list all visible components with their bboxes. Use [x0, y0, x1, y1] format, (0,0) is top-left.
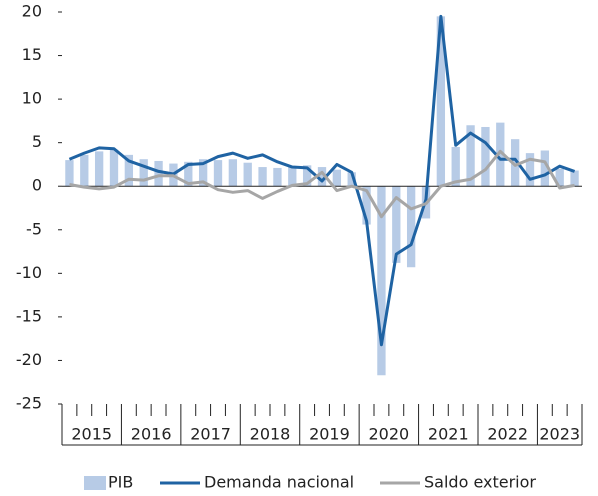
legend-label: PIB [108, 473, 133, 492]
bar [555, 168, 564, 187]
bar [80, 154, 89, 187]
y-tick-label: -20 [16, 350, 42, 369]
bar [377, 186, 386, 376]
bar [436, 16, 446, 187]
bar [198, 159, 208, 187]
bar [570, 170, 579, 187]
legend-swatch [84, 476, 106, 490]
bar [273, 167, 282, 187]
bar [184, 161, 193, 187]
bar [406, 186, 416, 268]
bar [213, 160, 223, 187]
legend-label: Demanda nacional [204, 473, 354, 492]
bar [481, 126, 490, 187]
bar [65, 160, 74, 187]
y-tick-label: -25 [16, 394, 42, 413]
y-tick-label: -15 [16, 306, 42, 325]
y-tick-label: 10 [22, 89, 42, 108]
bar [154, 160, 163, 187]
line [69, 149, 575, 219]
bar [510, 139, 520, 187]
bar [451, 147, 460, 187]
x-group-label: 2018 [250, 425, 291, 444]
x-group-label: 2015 [71, 425, 112, 444]
bar [317, 167, 327, 187]
bar [540, 150, 550, 187]
y-tick-label: 15 [22, 45, 42, 64]
bar [258, 167, 267, 187]
x-group-label: 2017 [190, 425, 231, 444]
bar [109, 149, 119, 187]
y-tick-label: 0 [32, 176, 42, 195]
x-group-label: 2016 [131, 425, 172, 444]
bar [347, 172, 356, 187]
y-tick-label: 20 [22, 2, 42, 21]
bar [94, 151, 104, 187]
x-group-label: 2020 [368, 425, 409, 444]
bar [302, 165, 312, 187]
x-group-label: 2019 [309, 425, 350, 444]
legend-label: Saldo exterior [424, 473, 536, 492]
bar [525, 153, 535, 187]
y-tick-label: -5 [26, 219, 42, 238]
bar [243, 162, 252, 187]
y-tick-label: -10 [16, 263, 42, 282]
bar [362, 186, 371, 225]
bar [139, 159, 148, 187]
bar [288, 166, 297, 187]
x-group-label: 2023 [539, 425, 580, 444]
x-group-label: 2021 [428, 425, 469, 444]
bar [124, 154, 134, 187]
line [68, 14, 576, 347]
bar [496, 122, 505, 187]
y-tick-label: 5 [32, 132, 42, 151]
x-group-label: 2022 [487, 425, 528, 444]
bar [392, 186, 401, 263]
bar [228, 159, 238, 187]
bar [466, 125, 475, 187]
bar [332, 169, 342, 187]
